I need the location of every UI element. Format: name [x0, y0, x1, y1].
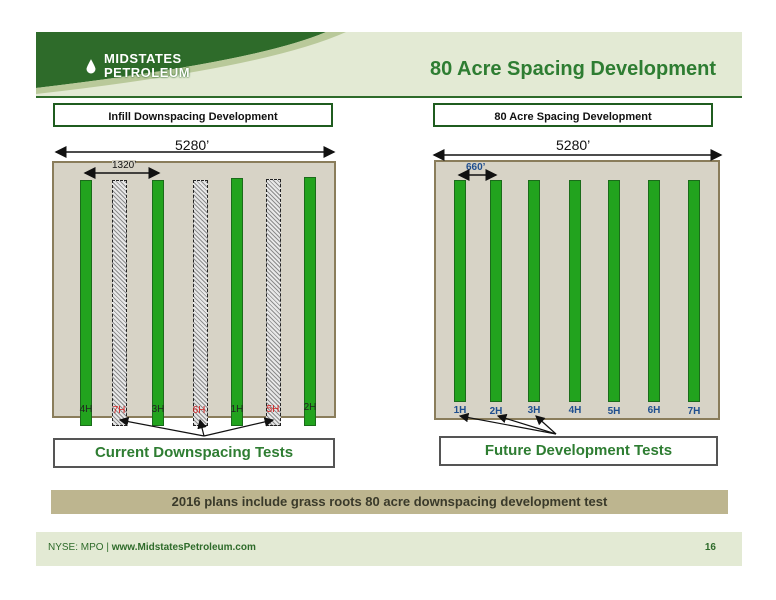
- footer-separator: |: [106, 542, 109, 553]
- well-label-r5h: 5H: [607, 406, 621, 417]
- slide: MIDSTATES PETROLEUM 80 Acre Spacing Deve…: [36, 32, 742, 566]
- future-tests-box: Future Development Tests: [439, 436, 718, 466]
- well-label-2h: 2H: [303, 402, 317, 413]
- well-label-r3h: 3H: [527, 405, 541, 416]
- well-label-1h: 1H: [230, 404, 244, 415]
- well-label-6h: 6H: [192, 405, 206, 416]
- current-test-pointers: [118, 416, 275, 437]
- well-label-r7h: 7H: [687, 406, 701, 417]
- well-label-3h: 3H: [151, 404, 165, 415]
- company-logo: MIDSTATES PETROLEUM: [86, 51, 204, 81]
- page-number: 16: [704, 542, 716, 553]
- right-panel-label: 80 Acre Spacing Development: [433, 103, 713, 127]
- footer-text: NYSE: MPO | www.MidstatesPetroleum.com: [48, 542, 256, 553]
- plans-banner: 2016 plans include grass roots 80 acre d…: [51, 490, 728, 514]
- well-label-7h: 7H: [112, 405, 126, 416]
- well-4h: [80, 180, 92, 426]
- well-label-r4h: 4H: [568, 405, 582, 416]
- well-3h: [152, 180, 164, 426]
- well-label-4h: 4H: [79, 404, 93, 415]
- page-title: 80 Acre Spacing Development: [429, 58, 716, 80]
- well-1h: [231, 178, 243, 426]
- logo-line2: PETROLEUM: [104, 65, 191, 80]
- well-r3h: [528, 180, 540, 402]
- well-label-5h: 5H: [266, 404, 280, 415]
- well-label-r1h: 1H: [453, 405, 467, 416]
- well-r5h: [608, 180, 620, 402]
- well-r7h: [688, 180, 700, 402]
- right-spacing-label: 660’: [466, 162, 486, 173]
- oil-drop-icon: [86, 58, 96, 74]
- current-tests-box: Current Downspacing Tests: [53, 438, 335, 468]
- header-band: MIDSTATES PETROLEUM 80 Acre Spacing Deve…: [36, 32, 742, 98]
- dimension-arrows: [54, 146, 723, 437]
- well-r6h: [648, 180, 660, 402]
- well-label-r6h: 6H: [647, 405, 661, 416]
- left-panel-label: Infill Downspacing Development: [53, 103, 333, 127]
- logo-wordmark: MIDSTATES PETROLEUM: [94, 51, 204, 81]
- well-2h: [304, 177, 316, 426]
- footer: NYSE: MPO | www.MidstatesPetroleum.com 1…: [36, 532, 742, 566]
- footer-ticker: NYSE: MPO: [48, 542, 104, 553]
- header-background: [36, 32, 742, 98]
- footer-website[interactable]: www.MidstatesPetroleum.com: [111, 542, 256, 553]
- well-label-r2h: 2H: [489, 406, 503, 417]
- well-r4h: [569, 180, 581, 402]
- logo-line1: MIDSTATES: [104, 51, 182, 66]
- future-test-pointers: [458, 412, 557, 435]
- left-spacing-label: 1320’: [112, 160, 137, 171]
